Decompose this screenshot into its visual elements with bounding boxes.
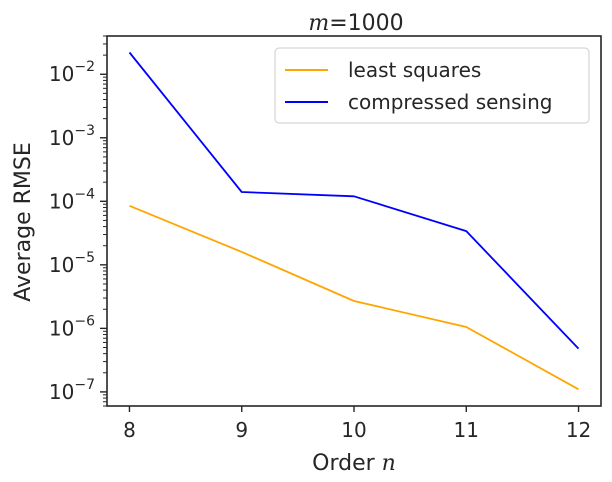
series-line-compressed-sensing	[128, 51, 580, 350]
y-tick-label: 10−3	[49, 123, 95, 150]
x-axis-label-text: Order	[312, 451, 382, 476]
x-axis-label-variable: n	[382, 451, 396, 476]
y-axis-label: Average RMSE	[11, 142, 36, 301]
y-major-ticks: 10−7 10−6 10−5 10−4 10−3 10−2	[49, 59, 107, 404]
legend: least squares compressed sensing	[274, 47, 590, 124]
x-ticks: 8 9 10 11 12	[123, 406, 591, 442]
plot-frame	[106, 35, 602, 407]
y-tick-label: 10−6	[49, 313, 95, 340]
x-tick-label: 12	[566, 418, 591, 442]
chart-title: m=1000	[308, 11, 403, 36]
title-variable: m	[308, 11, 329, 36]
y-tick-label: 10−2	[49, 59, 95, 86]
x-tick-label: 9	[235, 418, 248, 442]
legend-label-compressed-sensing: compressed sensing	[348, 90, 552, 114]
legend-box	[274, 47, 590, 124]
x-axis-label: Order n	[312, 451, 396, 476]
series-line-least-squares	[129, 204, 579, 391]
legend-label-least-squares: least squares	[348, 58, 481, 82]
x-tick-label: 10	[341, 418, 366, 442]
x-tick-label: 11	[454, 418, 479, 442]
y-tick-label: 10−4	[49, 186, 95, 213]
x-tick-label: 8	[123, 418, 136, 442]
y-tick-label: 10−7	[49, 377, 95, 404]
y-tick-label: 10−5	[49, 250, 95, 277]
title-value: =1000	[329, 11, 403, 36]
series-layer	[128, 51, 580, 391]
